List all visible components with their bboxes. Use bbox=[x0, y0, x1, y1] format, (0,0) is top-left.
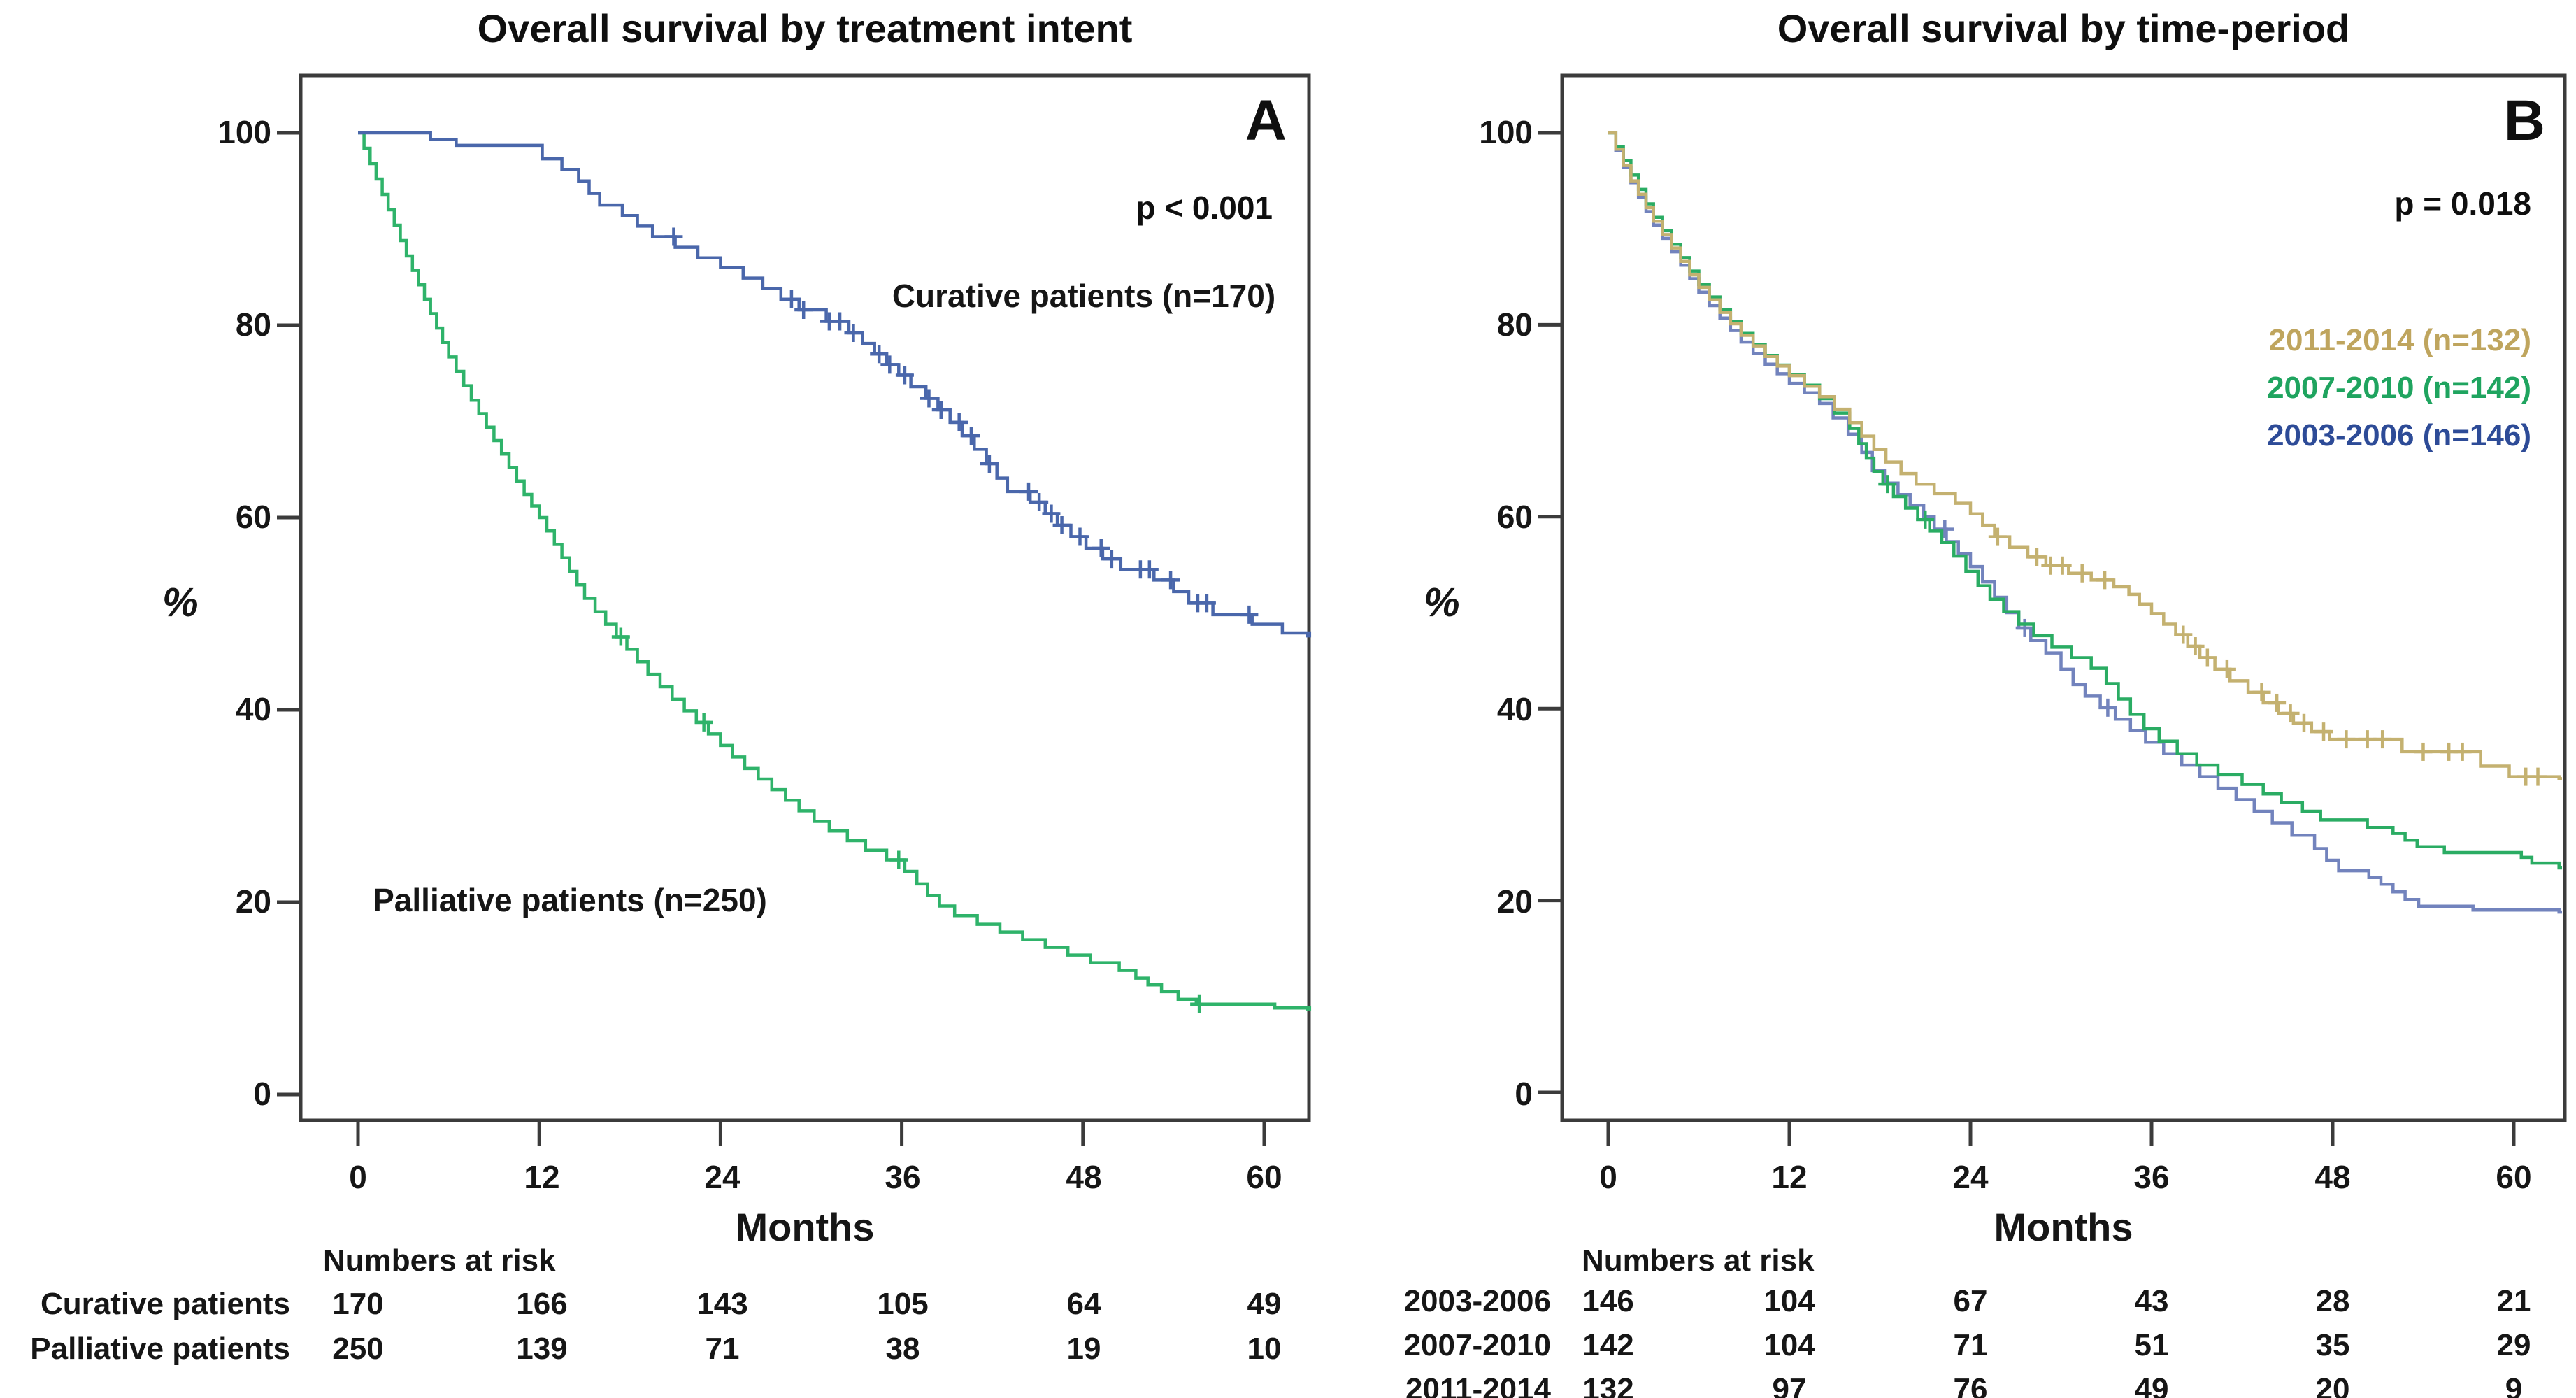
curve-label-curative: Curative patients (n=170) bbox=[892, 278, 1276, 314]
risk-value: 146 bbox=[1582, 1284, 1634, 1318]
panel-b-ytick-20: 20 bbox=[1496, 883, 1533, 920]
risk-value: 250 bbox=[332, 1332, 384, 1366]
panel-a-ytick-60: 60 bbox=[235, 499, 271, 535]
risk-value: 143 bbox=[696, 1287, 748, 1321]
risk-value: 19 bbox=[1066, 1332, 1101, 1366]
risk-value: 43 bbox=[2134, 1284, 2169, 1318]
risk-value: 139 bbox=[516, 1332, 568, 1366]
panel-a-ytick-100: 100 bbox=[217, 114, 271, 150]
risk-value: 9 bbox=[2505, 1372, 2523, 1398]
km-curve-palliative-patients-n-250 bbox=[358, 131, 1312, 1011]
legend-2007-2010: 2007-2010 (n=142) bbox=[2267, 371, 2531, 405]
panel-a-xtick-12: 12 bbox=[524, 1159, 560, 1195]
panel-a-p-value: p < 0.001 bbox=[1136, 190, 1273, 226]
curve-label-palliative: Palliative patients (n=250) bbox=[373, 882, 767, 918]
risk-value: 28 bbox=[2315, 1284, 2350, 1318]
panel-b-xtick-48: 48 bbox=[2314, 1159, 2351, 1195]
risk-value: 142 bbox=[1582, 1328, 1634, 1362]
panel-a-ytick-80: 80 bbox=[235, 306, 271, 343]
risk-value: 71 bbox=[1953, 1328, 1988, 1362]
panel-b-xtick-36: 36 bbox=[2133, 1159, 2170, 1195]
panel-b-xtick-24: 24 bbox=[1952, 1159, 1989, 1195]
risk-value: 71 bbox=[705, 1332, 740, 1366]
panel-b-risk-row-label: 2007-2010 bbox=[1403, 1328, 1551, 1362]
panel-b-title: Overall survival by time-period bbox=[1777, 6, 2350, 50]
panel-b-ytick-60: 60 bbox=[1496, 499, 1533, 535]
risk-value: 10 bbox=[1247, 1332, 1282, 1366]
panel-b-x-axis-label: Months bbox=[1994, 1205, 2133, 1249]
panel-a-ytick-0: 0 bbox=[253, 1076, 271, 1112]
panel-b-xtick-60: 60 bbox=[2496, 1159, 2532, 1195]
risk-value: 76 bbox=[1953, 1372, 1988, 1398]
risk-value: 97 bbox=[1772, 1372, 1807, 1398]
panel-b-letter: B bbox=[2503, 89, 2545, 152]
panel-b-risk-row-label: 2003-2006 bbox=[1403, 1284, 1551, 1318]
panel-b-risk-row-label: 2011-2014 bbox=[1405, 1372, 1551, 1398]
panel-b-p-value: p = 0.018 bbox=[2394, 185, 2531, 222]
km-curve-2007-2010-n-142 bbox=[1608, 131, 2562, 870]
risk-value: 170 bbox=[332, 1287, 384, 1321]
legend-2003-2006: 2003-2006 (n=146) bbox=[2267, 418, 2531, 452]
risk-value: 64 bbox=[1066, 1287, 1101, 1321]
risk-value: 166 bbox=[516, 1287, 568, 1321]
risk-value: 49 bbox=[1247, 1287, 1282, 1321]
panel-a-xtick-48: 48 bbox=[1066, 1159, 1102, 1195]
panel-b-ytick-100: 100 bbox=[1479, 114, 1533, 150]
panel-b-ytick-80: 80 bbox=[1496, 306, 1533, 343]
risk-value: 49 bbox=[2134, 1372, 2169, 1398]
risk-value: 38 bbox=[885, 1332, 920, 1366]
panel-a-ytick-40: 40 bbox=[235, 691, 271, 727]
km-curve-2011-2014-n-132 bbox=[1608, 131, 2562, 780]
risk-value: 29 bbox=[2496, 1328, 2531, 1362]
panel-a-risk-row-label: Curative patients bbox=[41, 1287, 290, 1321]
panel-a-xtick-0: 0 bbox=[349, 1159, 367, 1195]
panel-b-risk-header: Numbers at risk bbox=[1582, 1243, 1815, 1278]
risk-value: 105 bbox=[877, 1287, 929, 1321]
risk-value: 51 bbox=[2134, 1328, 2169, 1362]
panel-a-risk-row-label: Palliative patients bbox=[30, 1332, 290, 1366]
panel-b-xtick-0: 0 bbox=[1599, 1159, 1617, 1195]
risk-value: 104 bbox=[1763, 1284, 1815, 1318]
panel-b-y-axis-label: % bbox=[1424, 580, 1460, 625]
legend-2011-2014: 2011-2014 (n=132) bbox=[2268, 323, 2531, 357]
panel-a-ytick-20: 20 bbox=[235, 883, 271, 920]
panel-a-y-axis-label: % bbox=[162, 580, 199, 625]
panel-b-ytick-40: 40 bbox=[1496, 691, 1533, 727]
risk-value: 67 bbox=[1953, 1284, 1988, 1318]
panel-b-xtick-12: 12 bbox=[1771, 1159, 1808, 1195]
risk-value: 21 bbox=[2496, 1284, 2531, 1318]
risk-value: 20 bbox=[2315, 1372, 2350, 1398]
panel-a-letter: A bbox=[1245, 89, 1287, 152]
plot-box bbox=[1560, 73, 2567, 1122]
panel-a-x-axis-label: Months bbox=[735, 1205, 875, 1249]
panel-a-title: Overall survival by treatment intent bbox=[477, 6, 1133, 50]
plot-box bbox=[299, 73, 1311, 1122]
panel-a-xtick-60: 60 bbox=[1246, 1159, 1282, 1195]
risk-value: 132 bbox=[1582, 1372, 1634, 1398]
panel-b-ytick-0: 0 bbox=[1515, 1076, 1533, 1112]
risk-value: 35 bbox=[2315, 1328, 2350, 1362]
panel-a-xtick-24: 24 bbox=[704, 1159, 740, 1195]
panel-a-xtick-36: 36 bbox=[885, 1159, 921, 1195]
km-curve-2003-2006-n-146 bbox=[1608, 131, 2562, 914]
risk-value: 104 bbox=[1763, 1328, 1815, 1362]
panel-a-risk-header: Numbers at risk bbox=[323, 1243, 556, 1278]
